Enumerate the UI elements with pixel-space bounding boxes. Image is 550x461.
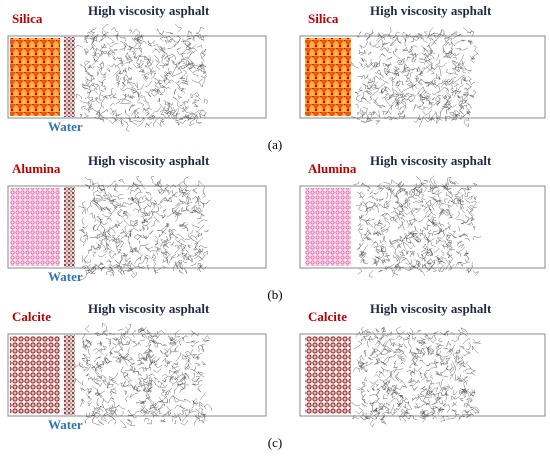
simulation-box <box>299 185 546 269</box>
mineral-layer <box>305 188 351 266</box>
water-layer <box>64 335 75 415</box>
mineral-label: Silica <box>308 11 339 26</box>
mineral-label: Alumina <box>12 161 61 176</box>
mineral-layer <box>305 38 351 116</box>
water-label: Water <box>48 269 83 284</box>
water-label: Water <box>48 119 83 134</box>
water-label: Water <box>48 417 83 432</box>
water-layer <box>64 37 75 117</box>
panel-label: (b) <box>267 287 282 302</box>
asphalt-label: High viscosity asphalt <box>88 153 210 168</box>
asphalt-molecules <box>353 175 482 278</box>
mineral-label: Alumina <box>308 161 357 176</box>
simulation-box <box>7 35 267 119</box>
asphalt-label: High viscosity asphalt <box>88 3 210 18</box>
mineral-layer <box>10 188 60 266</box>
mineral-label: Calcite <box>12 309 51 324</box>
asphalt-label: High viscosity asphalt <box>370 153 492 168</box>
asphalt-label: High viscosity asphalt <box>88 301 210 316</box>
panel-label: (a) <box>268 137 282 152</box>
panel-label: (c) <box>268 435 282 450</box>
asphalt-molecules <box>351 326 481 428</box>
water-layer <box>64 187 75 267</box>
asphalt-molecules <box>78 175 211 281</box>
asphalt-molecules <box>75 23 209 132</box>
mineral-layer <box>10 336 60 414</box>
asphalt-molecules <box>351 26 479 128</box>
mineral-layer <box>10 38 60 116</box>
mineral-layer <box>305 336 351 414</box>
simulation-box <box>7 333 267 417</box>
mineral-label: Calcite <box>308 309 347 324</box>
asphalt-molecules <box>74 322 213 428</box>
asphalt-label: High viscosity asphalt <box>370 301 492 316</box>
mineral-label: Silica <box>12 11 43 26</box>
asphalt-label: High viscosity asphalt <box>370 3 492 18</box>
